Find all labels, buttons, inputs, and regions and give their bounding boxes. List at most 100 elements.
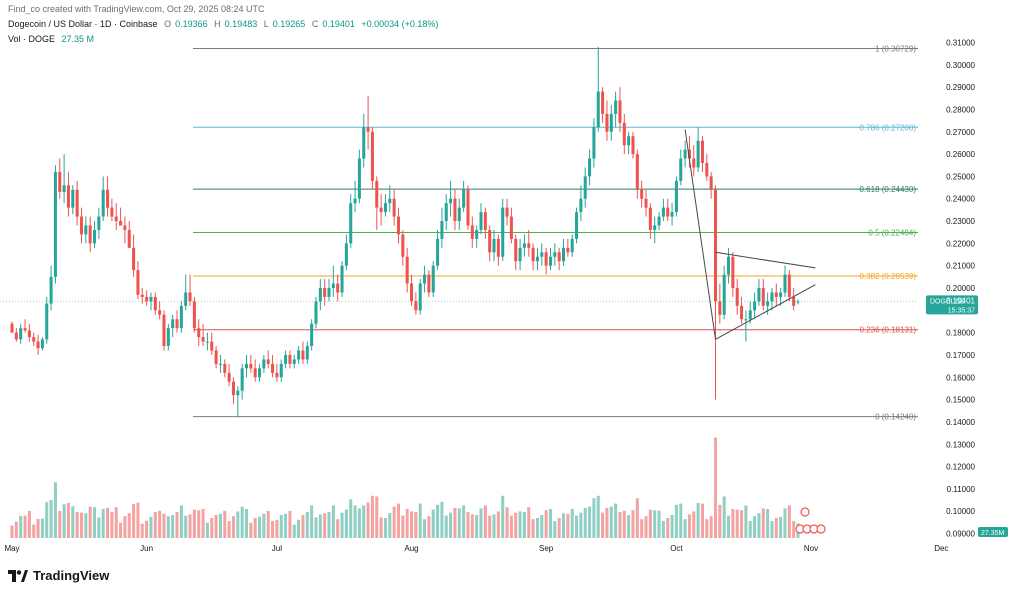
volume-bar bbox=[766, 509, 770, 538]
volume-bar bbox=[119, 522, 123, 538]
candle-body bbox=[770, 292, 774, 302]
candle-body bbox=[201, 337, 205, 342]
flash-event-icon[interactable] bbox=[800, 507, 810, 517]
volume-bar bbox=[388, 513, 392, 538]
high-value: 0.19483 bbox=[224, 19, 258, 29]
price-tick-label: 0.30000 bbox=[946, 61, 975, 70]
trend-line-2[interactable] bbox=[715, 284, 816, 340]
volume-bar bbox=[449, 512, 453, 538]
time-axis[interactable]: May Jun Jul Aug Sep Oct Nov Dec bbox=[4, 544, 948, 553]
volume-bar bbox=[188, 514, 192, 538]
volume-legend[interactable]: Vol · DOGE 27.35 M bbox=[8, 34, 98, 44]
volume-bar bbox=[66, 503, 70, 538]
volume-bar bbox=[727, 515, 731, 538]
volume-bar bbox=[79, 512, 84, 538]
volume-bar bbox=[740, 510, 744, 538]
event-marker-icon[interactable] bbox=[816, 524, 826, 534]
volume-bar bbox=[735, 509, 739, 538]
candle-body bbox=[314, 301, 318, 324]
symbol-title[interactable]: Dogecoin / US Dollar · 1D · Coinbase bbox=[8, 19, 158, 29]
candle-body bbox=[262, 359, 266, 369]
candle-body bbox=[753, 301, 757, 311]
volume-bar bbox=[292, 524, 296, 538]
volume-bar bbox=[158, 510, 162, 538]
candle-body bbox=[740, 305, 744, 320]
candle-body bbox=[101, 189, 105, 217]
price-tick-label: 0.20000 bbox=[946, 284, 975, 293]
open-value: 0.19366 bbox=[175, 19, 208, 29]
candle-body bbox=[184, 292, 188, 306]
volume-bar bbox=[462, 505, 466, 538]
candle-body bbox=[774, 292, 778, 297]
ohlc-legend[interactable]: Dogecoin / US Dollar · 1D · Coinbase O 0.… bbox=[8, 19, 442, 29]
volume-bar bbox=[357, 508, 361, 538]
candle-body bbox=[605, 113, 609, 132]
volume-bar bbox=[27, 510, 31, 538]
candle-body bbox=[288, 354, 292, 364]
volume-bar bbox=[123, 516, 127, 538]
price-tick-label: 0.11000 bbox=[947, 485, 976, 494]
candle-body bbox=[583, 176, 587, 199]
volume-bar bbox=[301, 515, 305, 538]
candle-body bbox=[110, 207, 114, 217]
price-tick-label: 0.16000 bbox=[946, 373, 975, 382]
price-axis[interactable]: 0.31000 0.30000 0.29000 0.28000 0.27000 0.260… bbox=[918, 30, 1024, 544]
volume-bar bbox=[757, 513, 761, 538]
triangle-drawing[interactable] bbox=[684, 129, 816, 340]
candle-body bbox=[418, 283, 422, 311]
candle-body bbox=[244, 363, 249, 369]
candle-body bbox=[492, 238, 496, 253]
price-tick-label: 0.22000 bbox=[946, 239, 975, 248]
candle-body bbox=[305, 346, 309, 360]
volume-value: 27.35 M bbox=[61, 34, 95, 44]
candle-body bbox=[618, 100, 622, 123]
volume-badge[interactable] bbox=[978, 527, 1008, 537]
time-tick-label: Jun bbox=[140, 544, 153, 553]
time-tick-label: Aug bbox=[404, 544, 418, 553]
candle-body bbox=[223, 363, 227, 373]
trend-line-3[interactable] bbox=[684, 129, 716, 340]
volume-bar bbox=[557, 518, 561, 538]
volume-bar bbox=[171, 515, 175, 538]
candle-body bbox=[136, 270, 140, 295]
candle-body bbox=[153, 296, 157, 311]
volume-bar bbox=[683, 519, 687, 538]
last-price-symbol: DOGEUSD bbox=[930, 298, 965, 305]
event-markers[interactable] bbox=[795, 507, 826, 534]
volume-label[interactable]: Vol · DOGE bbox=[8, 34, 56, 44]
volume-bar bbox=[349, 499, 353, 538]
candle-body bbox=[496, 238, 500, 257]
candle-body bbox=[310, 323, 314, 347]
tradingview-logo[interactable]: TradingView bbox=[8, 568, 109, 583]
candle-body bbox=[579, 198, 583, 213]
time-tick-label: Oct bbox=[670, 544, 683, 553]
volume-bar bbox=[770, 521, 774, 538]
volume-bar bbox=[201, 509, 205, 538]
fib-level-0.618-label: 0.618 (0.24430) bbox=[860, 185, 917, 194]
fibonacci-retracement[interactable]: 1 (0.30729) 0.786 (0.27200) 0.618 (0.24430… bbox=[0, 45, 918, 422]
volume-bar bbox=[331, 505, 335, 538]
last-price-badge[interactable] bbox=[926, 295, 978, 315]
volume-bar bbox=[635, 498, 639, 538]
candle-body bbox=[97, 216, 101, 230]
candle-body bbox=[362, 127, 366, 159]
volume-bar bbox=[249, 522, 253, 538]
volume-bar bbox=[223, 510, 227, 538]
candle-body bbox=[414, 301, 418, 311]
candle-body bbox=[544, 252, 548, 266]
candle-body bbox=[722, 274, 726, 315]
candle-body bbox=[557, 252, 561, 262]
volume-bar bbox=[336, 519, 340, 538]
candle-body bbox=[279, 363, 283, 378]
candle-body bbox=[49, 276, 53, 304]
candle-body bbox=[158, 310, 162, 315]
volume-bar bbox=[423, 519, 427, 538]
volume-bar bbox=[192, 509, 196, 538]
price-tick-label: 0.28000 bbox=[946, 105, 975, 114]
trend-line-1[interactable] bbox=[715, 251, 816, 269]
candle-body bbox=[787, 274, 791, 297]
candle-body bbox=[344, 243, 348, 266]
volume-bar bbox=[271, 521, 275, 538]
volume-bar bbox=[49, 500, 53, 538]
